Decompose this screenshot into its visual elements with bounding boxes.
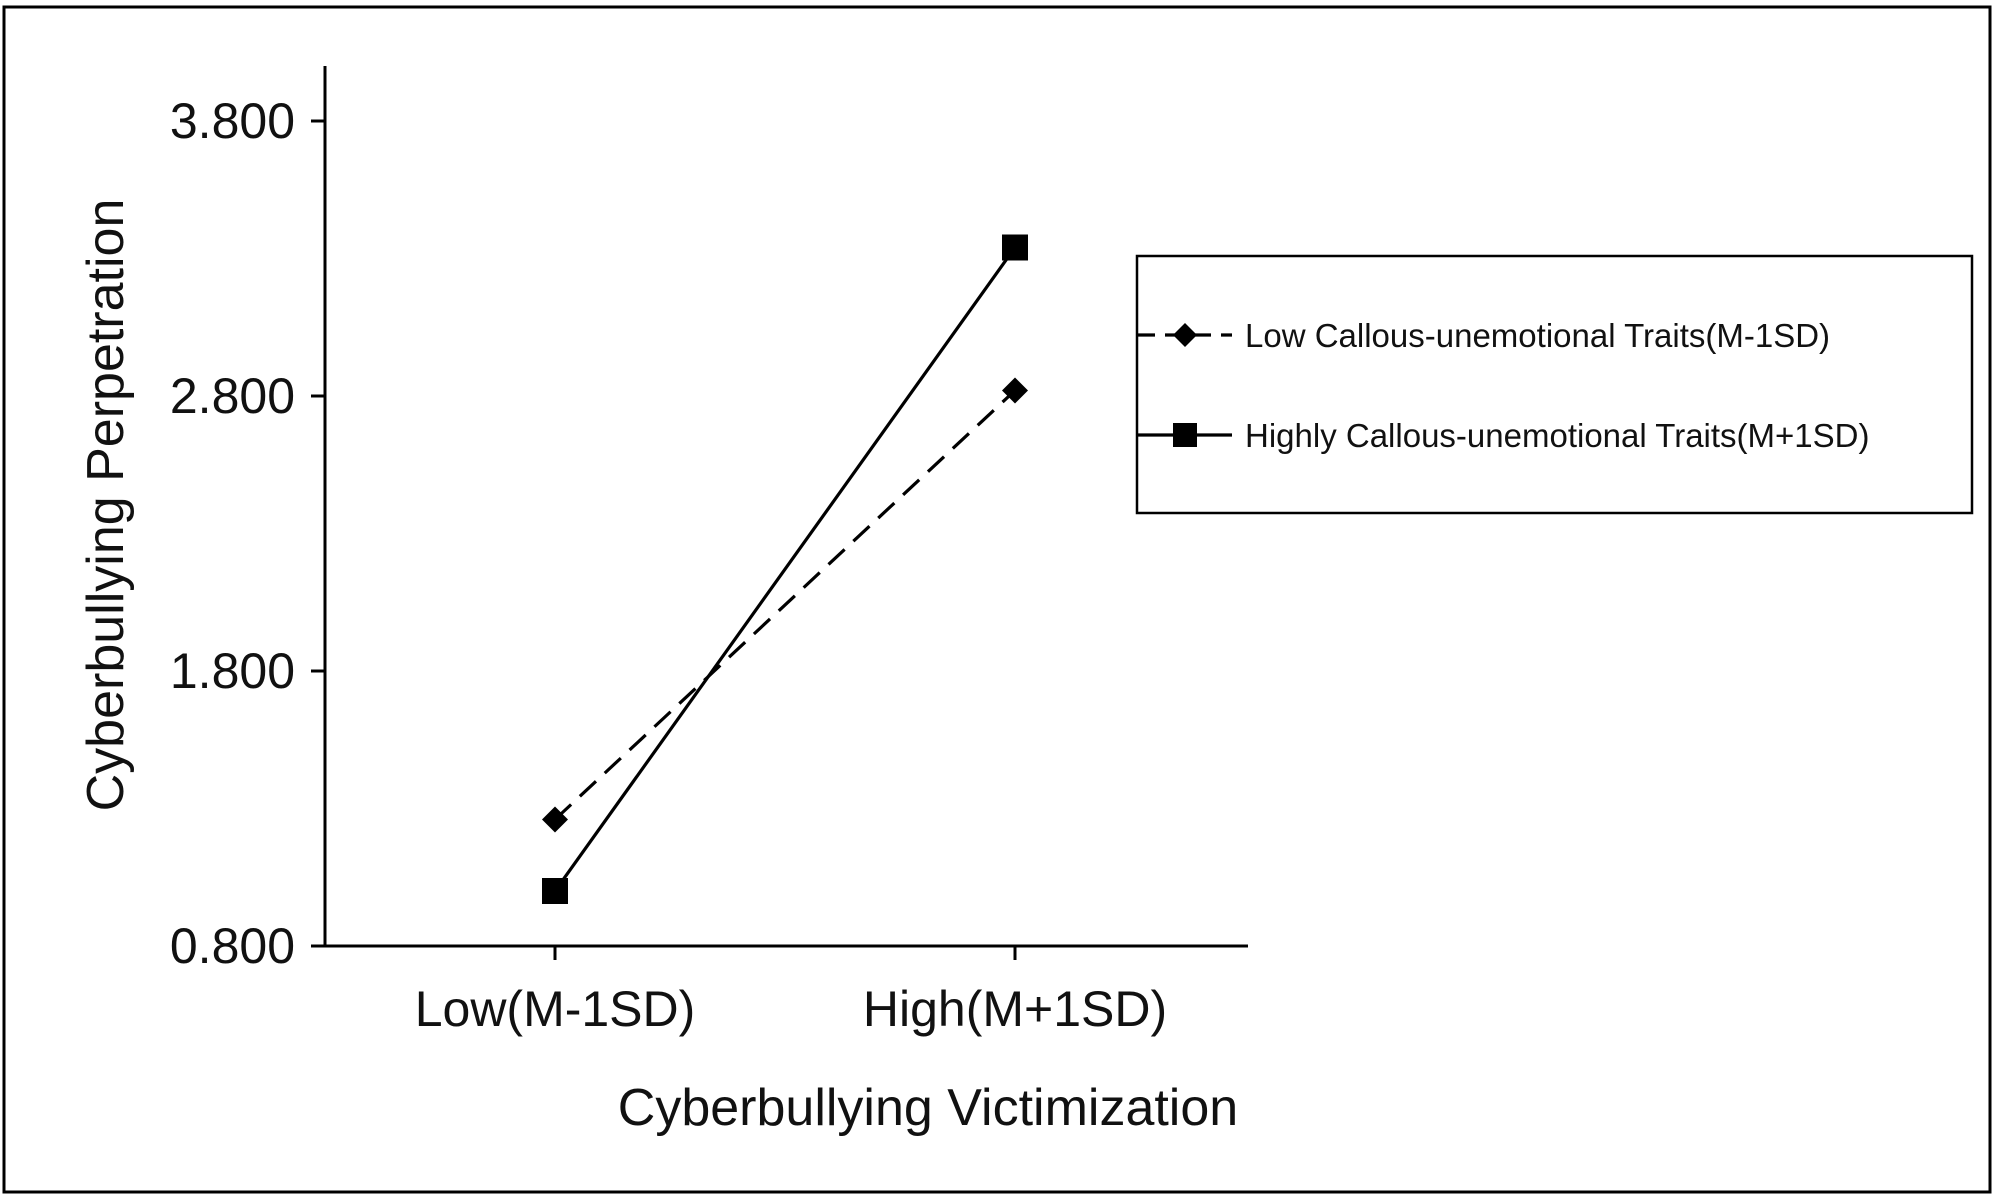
y-tick-label: 3.800: [170, 93, 295, 149]
y-tick-label: 2.800: [170, 368, 295, 424]
y-tick-label: 0.800: [170, 918, 295, 974]
data-point-series-2-1: [542, 878, 568, 904]
x-tick-label: High(M+1SD): [863, 981, 1167, 1037]
legend-box: [1135, 254, 1974, 515]
figure-border: [2, 5, 1992, 1194]
x-axis-ticks: Low(M-1SD) High(M+1SD): [415, 946, 1167, 1037]
legend-label-1: Low Callous-unemotional Traits(M-1SD): [1245, 317, 1830, 354]
data-point-series-2-2: [1002, 234, 1028, 261]
series-line-2: [553, 246, 1017, 892]
x-tick-label: Low(M-1SD): [415, 981, 696, 1037]
x-axis-title: Cyberbullying Victimization: [618, 1079, 1238, 1137]
series-line-1: [553, 389, 1017, 821]
y-axis-ticks: 0.800 1.800 2.800 3.800: [170, 93, 325, 974]
legend-label-2: Highly Callous-unemotional Traits(M+1SD): [1245, 417, 1870, 454]
series-lines: [553, 246, 1017, 892]
legend-marker-2: [1173, 423, 1197, 447]
y-axis-title: Cyberbullying Perpetration: [77, 199, 135, 812]
legend-marker-1: [1173, 323, 1197, 347]
data-point-series-1-2: [1002, 377, 1028, 404]
legend: Low Callous-unemotional Traits(M-1SD) Hig…: [1135, 254, 1974, 515]
legend-entries: Low Callous-unemotional Traits(M-1SD) Hig…: [1137, 317, 1870, 454]
data-point-series-1-1: [542, 806, 568, 833]
y-tick-label: 1.800: [170, 643, 295, 699]
series-markers: [542, 234, 1028, 904]
